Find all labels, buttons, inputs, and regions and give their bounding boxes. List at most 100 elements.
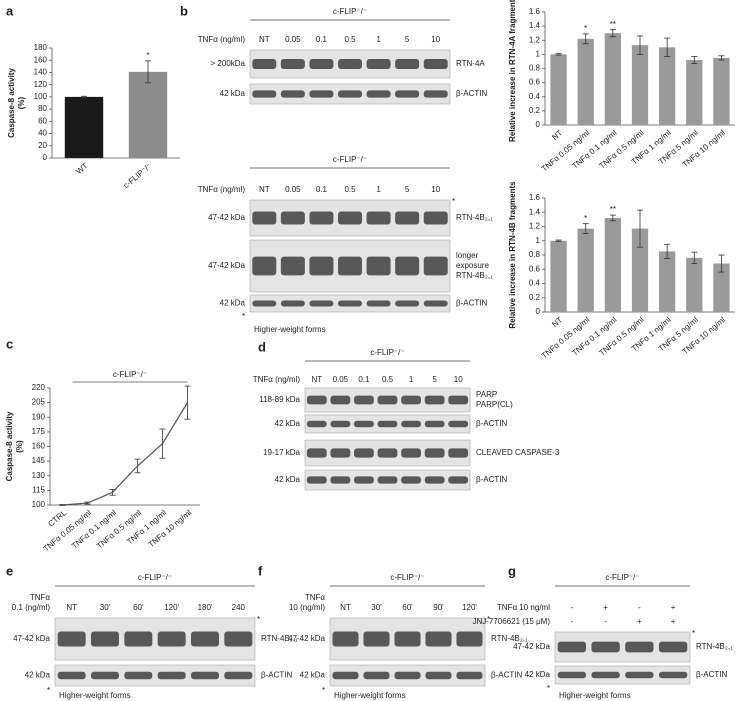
y-tick-label: 1: [536, 49, 541, 58]
condition-sign: +: [671, 617, 676, 626]
y-tick-label: 1.4: [529, 21, 541, 30]
lane-label: NT: [259, 35, 270, 44]
error-bar: [664, 37, 671, 57]
lane-label: 120': [462, 603, 477, 612]
target-label: RTN-4B₂,₁: [456, 271, 493, 280]
lane-title: TNFα (ng/ml): [198, 35, 246, 44]
blot-band: [401, 448, 421, 458]
blot-header: c-FLIP⁻/⁻: [138, 573, 172, 582]
blot-band: [57, 671, 86, 680]
bar: [577, 228, 594, 312]
y-tick-label: 100: [34, 92, 48, 101]
error-bar: [145, 60, 151, 84]
lane-label: 0.5: [344, 35, 356, 44]
bar: [631, 45, 649, 125]
blot-band: [377, 476, 398, 484]
blot-band: [224, 671, 253, 680]
blot-band: [423, 58, 448, 70]
panel-label: g: [508, 563, 516, 578]
target-label: RTN-4B₂,₁: [696, 642, 733, 651]
lane-label: 10: [431, 35, 440, 44]
panel-label: e: [6, 563, 13, 578]
condition-label: TNFα 10 ng/ml: [497, 603, 550, 612]
y-tick-label: 100: [32, 500, 46, 509]
blot-band: [252, 58, 277, 70]
lane-label: 0.05: [285, 185, 301, 194]
blot-band: [338, 256, 362, 276]
blot-band: [309, 90, 334, 98]
target-label: β-ACTIN: [476, 419, 507, 428]
lane-title: TNFα (ng/ml): [198, 185, 246, 194]
bar: [713, 57, 730, 125]
blot-band: [456, 671, 483, 680]
panel-label: f: [258, 563, 263, 578]
bar: [550, 54, 567, 125]
blot-band: [423, 90, 448, 98]
y-tick-label: 160: [32, 442, 46, 451]
size-label: 47-42 kDa: [208, 213, 245, 222]
panel-label: d: [258, 339, 266, 354]
blot-band: [306, 420, 327, 428]
bar: [659, 251, 676, 312]
error-bar: [555, 53, 562, 56]
blot-band: [395, 256, 420, 276]
blot-band: [280, 90, 305, 98]
condition-sign: -: [571, 617, 574, 626]
y-tick-label: 175: [32, 427, 46, 436]
x-tick-label: TNFα 0.05 ng/ml: [540, 128, 592, 173]
lane-label: 0.1: [316, 35, 328, 44]
blot-band: [448, 420, 469, 428]
band-mark: *: [452, 197, 455, 206]
lane-label: 1: [376, 35, 381, 44]
blot-band: [658, 641, 688, 653]
blot-band: [330, 476, 351, 484]
y-tick-label: 1: [536, 236, 541, 245]
y-tick-label: 1.2: [529, 222, 541, 231]
blot-band: [448, 395, 469, 405]
error-bar: [691, 251, 698, 264]
footnote-mark: *: [47, 686, 50, 695]
blot-band: [591, 671, 620, 679]
size-label: 42 kDa: [525, 670, 551, 679]
lane-label: NT: [259, 185, 270, 194]
lane-label: 5: [432, 375, 437, 384]
y-tick-label: 0.8: [529, 64, 541, 73]
target-label: β-ACTIN: [456, 89, 487, 98]
target-label: RTN-4B₂,₁: [261, 634, 298, 643]
condition-sign: -: [638, 603, 641, 612]
lane-label: 60': [402, 603, 413, 612]
blot-band: [57, 631, 86, 647]
significance: *: [584, 24, 587, 33]
y-axis-label: (%): [15, 440, 24, 453]
y-tick-label: 120: [34, 80, 48, 89]
lane-label: 60': [133, 603, 144, 612]
blot-band: [557, 641, 587, 653]
blot-band: [224, 631, 253, 647]
y-tick-label: 140: [34, 68, 48, 77]
x-tick-label: NT: [550, 128, 564, 142]
blot-band: [91, 671, 119, 680]
blot-band: [394, 671, 421, 680]
blot-band: [423, 256, 448, 276]
size-label: 47-42 kDa: [288, 634, 325, 643]
y-tick-label: 1.6: [529, 193, 541, 202]
lane-label: 120': [164, 603, 179, 612]
y-tick-label: 20: [38, 141, 47, 150]
error-bar: [637, 209, 643, 248]
blot-band: [309, 256, 334, 276]
bar: [604, 217, 621, 312]
blot-band: [424, 420, 445, 428]
blot-band: [591, 641, 620, 653]
blot-band: [338, 58, 362, 70]
y-tick-label: 40: [38, 129, 47, 138]
size-label: 47-42 kDa: [513, 642, 550, 651]
band-mark: *: [487, 615, 490, 624]
lane-title: 0.1 (ng/ml): [12, 603, 51, 612]
blot-band: [157, 671, 186, 680]
blot-band: [306, 476, 327, 484]
blot-band: [309, 300, 334, 307]
footnote: Higher-weight forms: [334, 691, 406, 700]
condition-sign: -: [604, 617, 607, 626]
blot-band: [332, 671, 359, 680]
blot-band: [252, 300, 277, 307]
